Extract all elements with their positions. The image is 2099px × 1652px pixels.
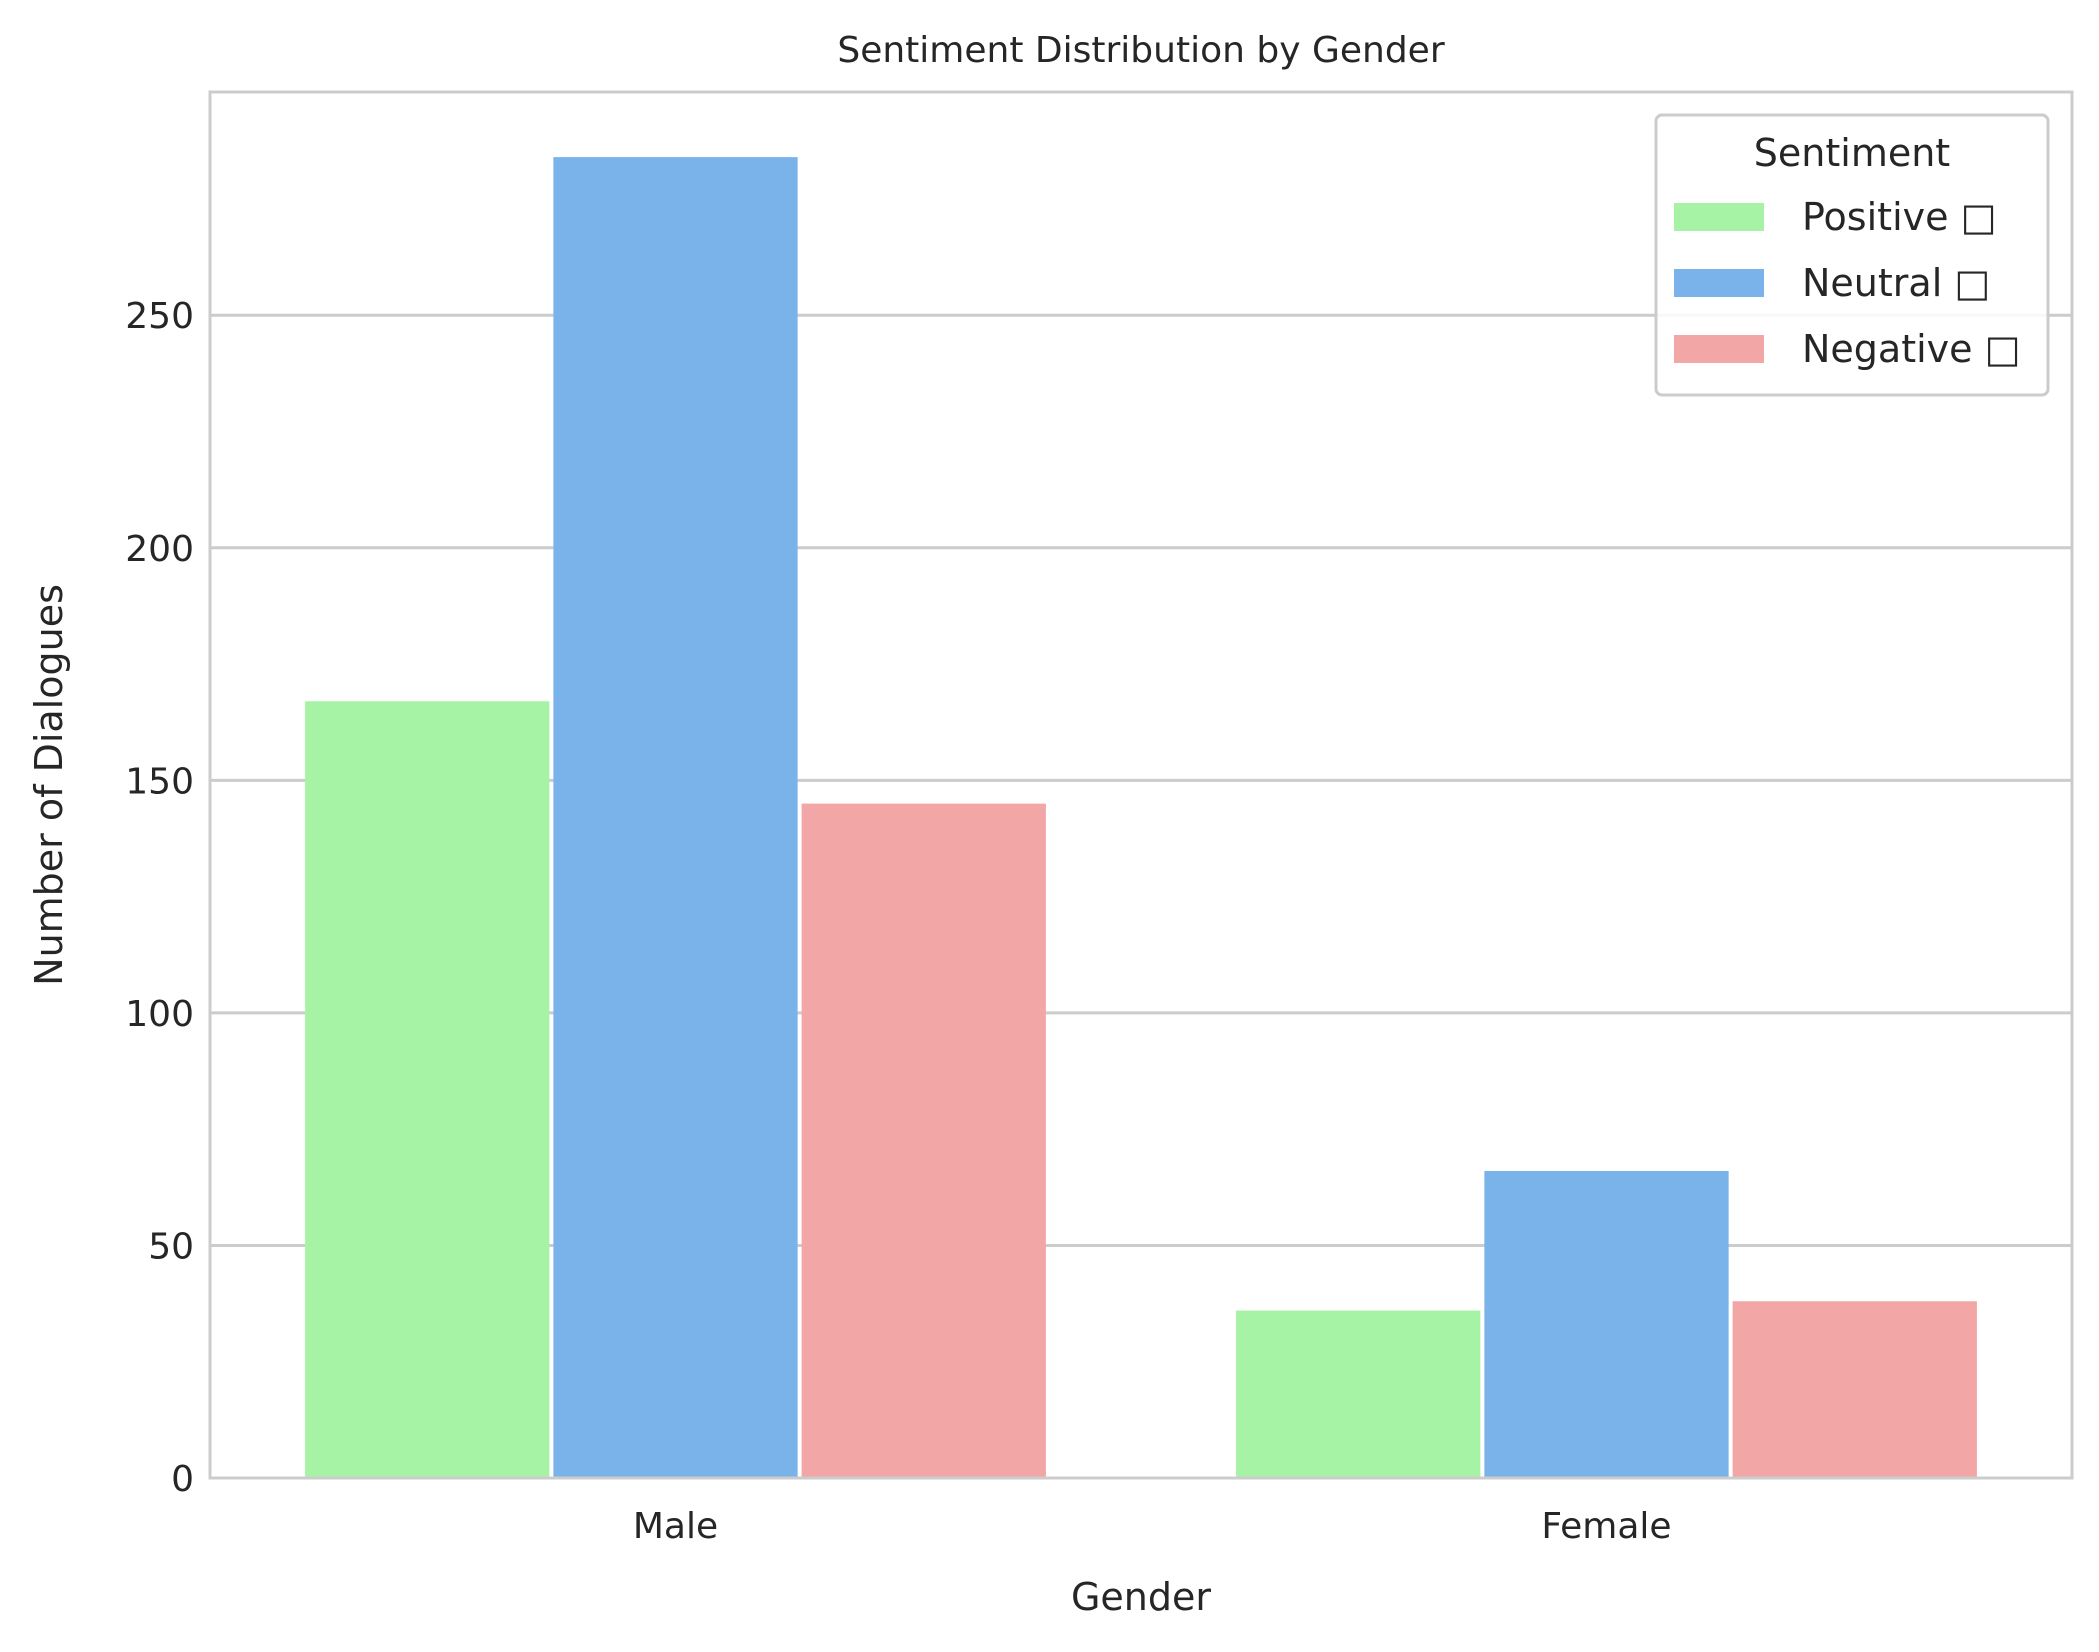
legend-swatch: [1674, 269, 1764, 297]
bar-male-negative: [801, 803, 1046, 1478]
y-tick-label: 150: [125, 761, 194, 802]
bar-female-positive: [1236, 1310, 1481, 1478]
x-tick-labels: Male Female: [633, 1506, 1672, 1547]
legend-label: Positive □: [1802, 195, 1996, 239]
y-tick-label: 200: [125, 529, 194, 570]
legend-frame: [1654, 113, 2050, 397]
x-tick-label: Male: [633, 1506, 718, 1547]
y-axis-label: Number of Dialogues: [27, 584, 71, 986]
bar-female-negative: [1732, 1301, 1977, 1478]
bar-male-positive: [305, 701, 550, 1478]
bar-male-neutral: [553, 157, 798, 1478]
chart-title: Sentiment Distribution by Gender: [837, 30, 1444, 71]
legend-title: Sentiment: [1754, 131, 1950, 175]
y-tick-label: 0: [171, 1459, 194, 1500]
x-tick-label: Female: [1541, 1506, 1671, 1547]
plot-frame: [208, 90, 2074, 1480]
y-tick-label: 50: [148, 1226, 194, 1267]
y-tick-label: 250: [125, 296, 194, 337]
bar-female-neutral: [1484, 1171, 1729, 1478]
legend-swatch: [1674, 335, 1764, 363]
legend: Sentiment Positive □ Neutral □ Negative □: [1654, 113, 2050, 397]
x-axis-label: Gender: [1071, 1575, 1211, 1619]
legend-swatch: [1674, 203, 1764, 231]
legend-label: Negative □: [1802, 327, 2021, 371]
y-tick-labels: 0 50 100 150 200 250: [125, 296, 194, 1500]
bars: [305, 157, 1977, 1478]
legend-label: Neutral □: [1802, 261, 1990, 305]
y-tick-label: 100: [125, 994, 194, 1035]
